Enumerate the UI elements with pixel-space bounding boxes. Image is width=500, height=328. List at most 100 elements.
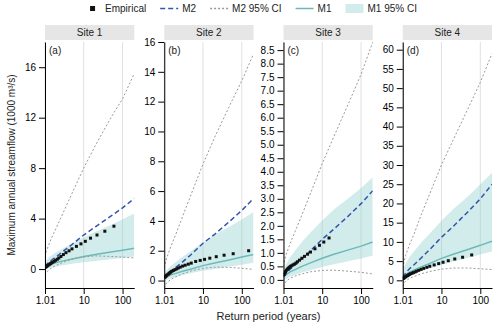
point xyxy=(300,257,303,260)
y-tick-mark xyxy=(397,69,403,70)
y-tick: 4 xyxy=(150,216,165,227)
title-strip xyxy=(284,25,373,40)
ci-band xyxy=(403,173,492,283)
x-axis: 1.0110100 xyxy=(155,288,254,306)
y-tick: 25 xyxy=(383,179,403,190)
y-tick-label: 8.5 xyxy=(261,45,275,56)
title-strip xyxy=(45,25,134,40)
y-tick: 8 xyxy=(150,156,165,167)
panel-title: Site 1 xyxy=(77,27,103,38)
legend-swatch xyxy=(210,8,228,10)
panel-label: (a) xyxy=(49,45,61,56)
title-strip xyxy=(164,25,253,40)
y-tick: 10 xyxy=(383,237,403,248)
point xyxy=(453,257,456,260)
y-tick: 2.0 xyxy=(261,221,284,232)
y-tick-mark xyxy=(278,145,284,146)
y-tick-mark xyxy=(278,77,284,78)
y-axis: 051015202530354045505560 xyxy=(383,43,404,289)
y-tick: 3.0 xyxy=(261,193,284,204)
legend-label: M1 xyxy=(318,3,332,14)
x-tick-label: 10 xyxy=(198,295,210,306)
point xyxy=(64,251,67,254)
y-tick-label: 4.0 xyxy=(261,166,275,177)
point xyxy=(203,258,206,261)
x-tick-label: 100 xyxy=(115,295,132,306)
y-tick-mark xyxy=(397,203,403,204)
panel: 1.01101000481216Site 1(a) xyxy=(25,25,135,306)
point xyxy=(318,244,321,247)
x-tick-label: 10 xyxy=(436,295,448,306)
panel-title: Site 4 xyxy=(435,27,461,38)
point xyxy=(223,254,226,257)
y-tick: 8.0 xyxy=(261,58,284,69)
y-axis-line xyxy=(164,43,165,289)
grid-line xyxy=(283,42,284,288)
ci-line xyxy=(403,54,492,268)
y-tick-mark xyxy=(397,127,403,128)
y-tick-mark xyxy=(158,42,164,43)
y-tick: 30 xyxy=(383,160,403,171)
ci-line xyxy=(403,268,492,286)
y-tick-label: 4 xyxy=(150,216,156,227)
y-tick-mark xyxy=(397,280,403,281)
x-axis-line xyxy=(46,288,135,289)
point xyxy=(187,263,190,266)
y-tick-label: 8 xyxy=(30,163,36,174)
y-tick: 1.5 xyxy=(261,234,284,245)
x-tick: 10 xyxy=(317,288,329,306)
x-tick: 10 xyxy=(79,288,91,306)
point xyxy=(232,252,235,255)
y-tick-label: 7.5 xyxy=(261,72,275,83)
x-axis-line xyxy=(284,288,373,289)
x-tick-mark xyxy=(203,288,204,294)
y-tick-mark xyxy=(39,269,45,270)
y-tick-mark xyxy=(278,158,284,159)
point xyxy=(428,265,431,268)
y-tick-mark xyxy=(158,131,164,132)
legend-item: Empirical xyxy=(90,3,146,14)
ci-line xyxy=(45,256,134,276)
y-tick-mark xyxy=(39,118,45,119)
panel-title: Site 2 xyxy=(196,27,222,38)
y-tick: 40 xyxy=(383,121,403,132)
y-tick-label: 20 xyxy=(383,198,395,209)
y-tick-label: 5.0 xyxy=(261,139,275,150)
x-tick-label: 10 xyxy=(317,295,329,306)
line xyxy=(403,241,492,277)
y-tick: 2.5 xyxy=(261,207,284,218)
x-tick: 10 xyxy=(198,288,210,306)
y-tick-mark xyxy=(39,219,45,220)
y-tick-mark xyxy=(278,253,284,254)
y-tick-label: 2.5 xyxy=(261,207,275,218)
y-tick: 3.5 xyxy=(261,180,284,191)
legend-swatch xyxy=(345,4,363,13)
y-tick-label: 30 xyxy=(383,160,395,171)
y-tick: 15 xyxy=(383,217,403,228)
y-tick-mark xyxy=(158,161,164,162)
y-tick-mark xyxy=(278,50,284,51)
y-tick: 5 xyxy=(388,256,403,267)
point xyxy=(422,267,425,270)
y-tick-mark xyxy=(278,212,284,213)
y-tick-mark xyxy=(397,184,403,185)
y-axis: 0.00.51.01.52.02.53.03.54.04.55.05.56.06… xyxy=(261,43,284,289)
y-tick: 7.0 xyxy=(261,85,284,96)
point xyxy=(437,262,440,265)
marks xyxy=(164,54,253,288)
y-tick: 55 xyxy=(383,64,403,75)
y-tick: 6.0 xyxy=(261,112,284,123)
y-tick-label: 5.5 xyxy=(261,126,275,137)
point xyxy=(68,249,71,252)
line xyxy=(403,184,492,277)
y-tick-label: 45 xyxy=(383,102,395,113)
y-tick-mark xyxy=(278,226,284,227)
y-tick: 20 xyxy=(383,198,403,209)
y-tick-label: 14 xyxy=(144,67,156,78)
y-axis-line xyxy=(45,43,46,289)
ci-band xyxy=(284,177,373,281)
y-tick-mark xyxy=(158,72,164,73)
y-axis: 0246810121416 xyxy=(144,37,165,289)
y-tick-label: 2.0 xyxy=(261,221,275,232)
point xyxy=(433,263,436,266)
